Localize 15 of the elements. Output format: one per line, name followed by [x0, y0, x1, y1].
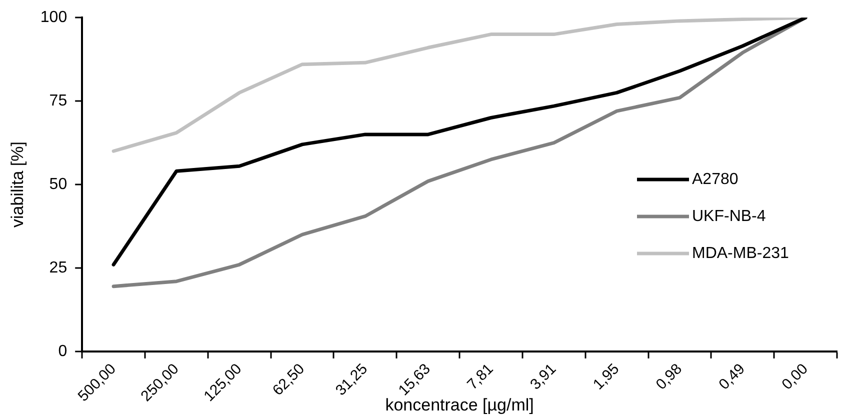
x-tick-label: 0,49 [716, 360, 748, 394]
y-tick-label: 25 [49, 259, 68, 276]
legend-label: A2780 [692, 170, 738, 188]
x-tick-label: 7,81 [464, 360, 497, 394]
legend-label: UKF-NB-4 [692, 208, 766, 225]
x-tick-label: 3,91 [526, 360, 560, 394]
y-tick-label: 0 [58, 342, 68, 360]
y-tick-label: 50 [49, 176, 68, 193]
x-tick-label: 0,00 [778, 360, 812, 394]
x-tick-label: 0,98 [652, 360, 686, 394]
x-axis-title: koncentrace [µg/ml] [385, 395, 534, 414]
y-axis-title: viabilita [%] [8, 142, 27, 228]
legend-label: MDA-MB-231 [692, 244, 790, 262]
y-tick-label: 100 [40, 9, 68, 26]
y-tick-label: 75 [49, 92, 68, 110]
